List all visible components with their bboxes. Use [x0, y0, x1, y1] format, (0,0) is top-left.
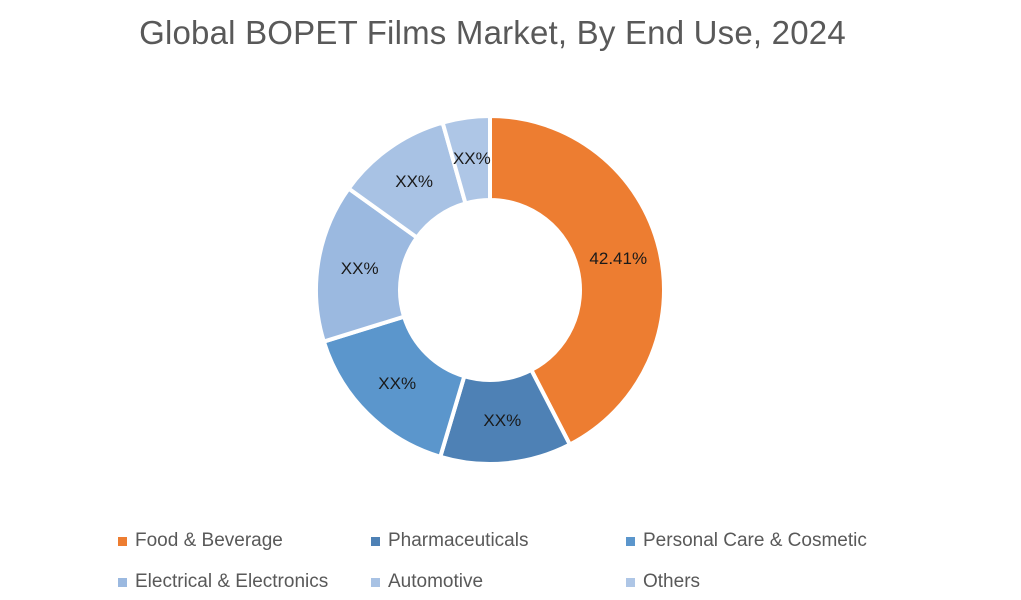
slice-label-personal-care: XX%	[378, 373, 417, 393]
legend-item-food-beverage: Food & Beverage	[118, 530, 283, 552]
slice-label-electrical: XX%	[340, 258, 379, 278]
slice-food-beverage	[488, 113, 666, 448]
legend-item-pharmaceuticals: Pharmaceuticals	[371, 530, 528, 552]
legend-swatch-icon	[626, 577, 635, 587]
legend-label: Electrical & Electronics	[135, 571, 329, 592]
chart-title: Global BOPET Films Market, By End Use, 2…	[139, 14, 846, 51]
slice-others	[440, 113, 492, 206]
legend-label: Pharmaceuticals	[388, 530, 529, 551]
slice-label-pharmaceuticals: XX%	[483, 411, 522, 431]
slice-label-food-beverage: 42.41%	[589, 248, 648, 268]
legend-item-others: Others	[626, 571, 700, 593]
legend-item-electrical: Electrical & Electronics	[118, 571, 328, 593]
legend-swatch-icon	[371, 536, 380, 546]
legend-item-automotive: Automotive	[371, 571, 483, 593]
legend-swatch-icon	[371, 577, 380, 587]
legend-swatch-icon	[118, 536, 127, 546]
slice-label-others: XX%	[452, 149, 491, 169]
legend-label: Personal Care & Cosmetic	[643, 530, 867, 551]
legend-label: Automotive	[388, 571, 484, 592]
legend-label: Food & Beverage	[135, 530, 283, 551]
slice-label-automotive: XX%	[395, 171, 434, 191]
legend-label: Others	[643, 571, 701, 592]
legend-swatch-icon	[626, 536, 635, 546]
legend-swatch-icon	[118, 577, 127, 587]
legend-item-personal-care: Personal Care & Cosmetic	[626, 530, 867, 552]
